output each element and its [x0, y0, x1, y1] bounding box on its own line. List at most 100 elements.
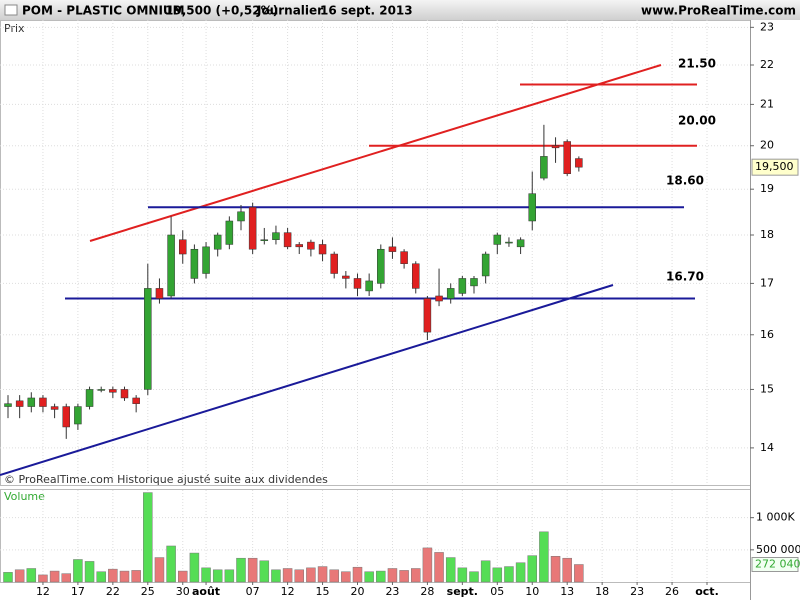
x-tick-label: 23	[630, 585, 644, 598]
period: Journalier	[256, 4, 323, 18]
candle-body	[493, 234, 502, 245]
volume-bar	[306, 567, 316, 583]
candle-body	[575, 158, 583, 168]
candle-body	[237, 211, 245, 222]
volume-bar	[212, 569, 223, 583]
volume-bar	[317, 566, 328, 583]
candle-body	[516, 239, 525, 248]
volume-bar	[434, 552, 444, 583]
volume-bar	[341, 571, 351, 583]
volume-bar	[259, 560, 270, 583]
volume-bar	[224, 569, 235, 583]
candle-body	[283, 232, 292, 248]
candle-body	[39, 397, 47, 407]
support-trendline	[0, 284, 614, 476]
volume-bar	[562, 557, 572, 583]
candle-body	[202, 246, 210, 274]
level-label: 16.70	[666, 270, 704, 284]
volume-bar	[154, 557, 165, 583]
resistance-trendline	[89, 64, 662, 242]
volume-bar	[38, 574, 48, 583]
volume-bar	[515, 562, 526, 583]
volume-bar	[399, 570, 409, 583]
candle-body	[551, 145, 560, 149]
volume-bar	[84, 561, 95, 583]
candle-body	[365, 280, 373, 292]
site: www.ProRealTime.com	[641, 4, 796, 18]
volume-bar	[457, 567, 468, 583]
volume-bar	[143, 492, 153, 583]
candle-body	[179, 239, 187, 255]
x-tick-label: 25	[141, 585, 155, 598]
candle-body	[15, 400, 24, 407]
x-tick-label: 23	[385, 585, 399, 598]
candle-body	[190, 248, 199, 279]
x-tick-label: 07	[246, 585, 260, 598]
volume-bar	[387, 568, 398, 583]
candle-body	[435, 295, 443, 302]
volume-label: Volume	[4, 490, 45, 503]
volume-bar	[469, 571, 479, 583]
volume-bar	[282, 568, 293, 583]
header-bar	[0, 0, 800, 20]
volume-bar	[166, 545, 176, 583]
volume-bar	[422, 547, 433, 583]
candle-body	[563, 141, 571, 174]
candle-body	[109, 389, 117, 393]
volume-bar	[411, 568, 421, 583]
volume-bar	[49, 570, 60, 583]
volume-bar	[352, 566, 363, 583]
price-panel	[0, 20, 751, 486]
volume-bar	[550, 556, 561, 583]
y-tick-label: 18	[760, 228, 774, 241]
candle-body	[342, 275, 350, 279]
y-tick-label: 1 000K	[756, 511, 795, 524]
volume-bar	[329, 569, 339, 583]
candle-body	[470, 278, 478, 287]
date: 16 sept. 2013	[320, 4, 413, 18]
volume-bar	[480, 560, 491, 583]
y-tick-label: 17	[760, 276, 774, 289]
candle-body	[307, 241, 315, 250]
candle-body	[120, 389, 129, 399]
candle-body	[388, 246, 397, 252]
volume-bar	[73, 559, 83, 583]
y-tick-label: 21	[760, 97, 774, 110]
candle-body	[458, 278, 467, 294]
y-tick-label: 19	[760, 182, 774, 195]
candle-body	[295, 244, 303, 248]
volume-bar	[178, 570, 188, 583]
last-price-label: 19,500	[755, 160, 794, 173]
candle-body	[528, 193, 536, 222]
x-tick-label: 26	[665, 585, 679, 598]
x-tick-label: 12	[36, 585, 50, 598]
last-volume-box	[751, 556, 799, 572]
x-tick-label: 12	[281, 585, 295, 598]
volume-bar	[61, 573, 71, 583]
volume-bar	[236, 557, 246, 583]
level-label: 21.50	[678, 57, 716, 71]
volume-bar	[189, 552, 200, 583]
x-tick-label: août	[192, 585, 220, 598]
chart-icon	[4, 4, 18, 16]
candle-body	[272, 232, 280, 240]
candle-body	[540, 156, 548, 179]
x-tick-label: 15	[316, 585, 330, 598]
candle-body	[213, 234, 222, 250]
volume-bar	[247, 557, 258, 583]
y-tick-label: 500 000	[756, 543, 800, 556]
volume-bar	[445, 557, 456, 583]
candle-body	[377, 248, 385, 284]
x-tick-label: 05	[490, 585, 504, 598]
symbol: POM - PLASTIC OMNIUM	[22, 4, 185, 18]
trend-lines	[0, 64, 662, 476]
x-tick-label: 17	[71, 585, 85, 598]
candle-body	[85, 389, 94, 407]
volume-panel	[0, 489, 751, 583]
volume-bar	[574, 564, 584, 583]
volume-bar	[364, 571, 374, 583]
candle-body	[62, 406, 70, 428]
volume-bar	[271, 569, 281, 583]
last-volume-label: 272 040	[755, 557, 800, 570]
